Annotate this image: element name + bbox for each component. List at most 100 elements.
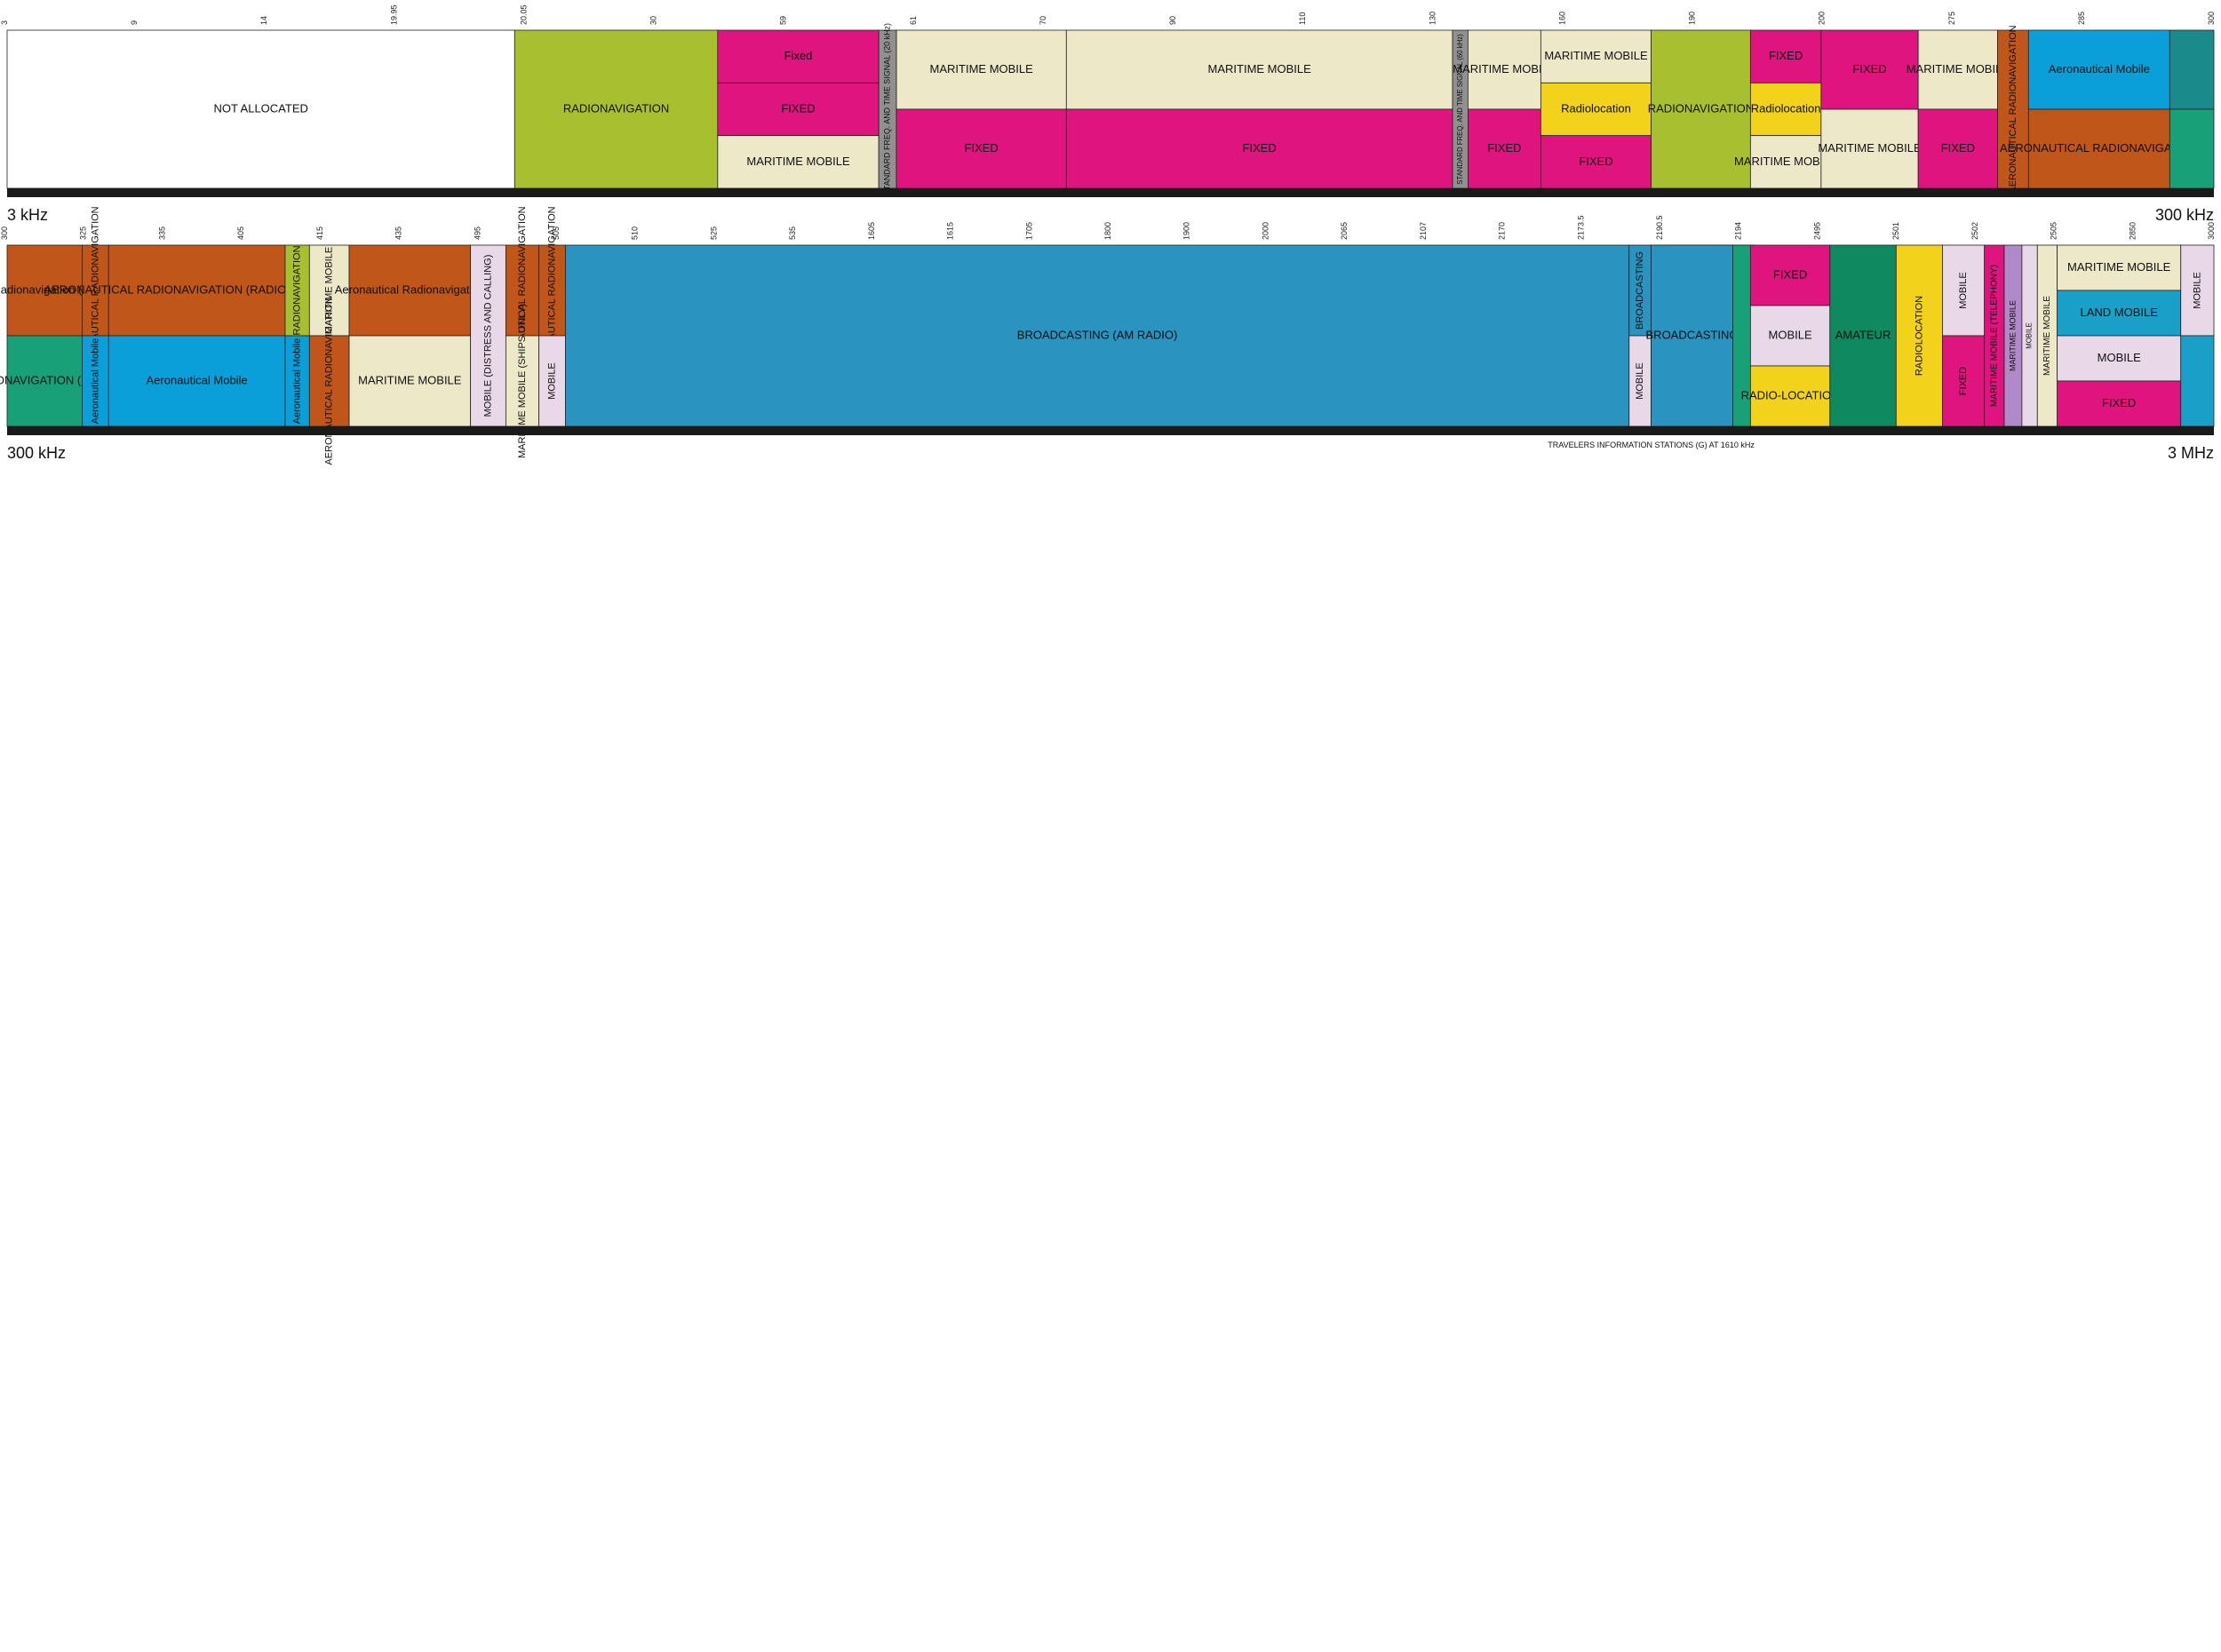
tick-label: 1800 <box>1103 222 1112 240</box>
band-label: Aeronautical Radionavigation <box>335 282 485 296</box>
band-label: FIXED <box>2102 396 2136 409</box>
band-label: AERONAUTICAL RADIONAVIGATION <box>2008 25 2018 193</box>
band-label: FIXED <box>1579 155 1612 168</box>
band-label: AERONAUTICAL RADIONAVIGATION (RADIO BEAC… <box>44 282 349 296</box>
band-label: Fixed <box>784 49 813 62</box>
tick-label: 2502 <box>1970 222 1979 240</box>
band-segment <box>1749 244 1831 306</box>
band-segment <box>2027 29 2170 110</box>
band-segment <box>308 335 350 427</box>
tick-label: 110 <box>1298 12 1307 25</box>
tick-label: 3 <box>0 20 9 25</box>
tick-label: 2850 <box>2128 222 2137 240</box>
band-label: FIXED <box>1852 62 1886 75</box>
band-label: NOT ALLOCATED <box>213 101 307 115</box>
band-segment <box>82 335 109 427</box>
tick-label: 335 <box>157 226 166 240</box>
band-segment <box>565 244 1630 427</box>
row-note: TRAVELERS INFORMATION STATIONS (G) AT 16… <box>1548 441 1755 449</box>
tick-label: 1900 <box>1182 222 1191 240</box>
band-segment <box>1895 244 1943 427</box>
band-label: FIXED <box>1941 141 1975 155</box>
tick-label: 300 <box>0 226 9 240</box>
band-segment <box>2169 108 2215 189</box>
band-label: MARITIME MOBILE <box>1907 62 2010 75</box>
band-label: MARITIME MOBILE (TELEPHONY) <box>1989 265 1999 407</box>
band-segment <box>470 244 506 427</box>
tick-label: 3000 <box>2207 222 2216 240</box>
tick-label: 61 <box>909 16 918 25</box>
tick-label: 19.95 <box>389 4 398 25</box>
band-label: MARITIME MOBILE <box>1453 62 1556 75</box>
band-label: MARITIME MOBILE <box>2042 296 2052 376</box>
band-label: FIXED <box>965 141 999 155</box>
range-start-label: 300 kHz <box>7 444 66 462</box>
band-segment <box>107 335 286 427</box>
band-segment <box>1065 108 1453 189</box>
band-label: BROADCASTING <box>1646 328 1739 341</box>
tick-label: 535 <box>788 226 797 240</box>
band-segment <box>1749 82 1822 137</box>
band-segment <box>1651 29 1751 189</box>
tick-label: 285 <box>2077 12 2086 25</box>
band-label: Radiolocation <box>1751 101 1821 115</box>
band-label: RADIONAVIGATION <box>292 245 303 335</box>
band-label: FIXED <box>1773 267 1807 281</box>
band-segment <box>1820 108 1919 189</box>
band-label: AERONAUTICAL RADIONAVIGATION <box>546 206 557 374</box>
band-segment <box>1749 135 1822 189</box>
band-label: MOBILE <box>1769 328 1812 341</box>
band-label: Aeronautical Mobile <box>292 338 303 425</box>
tick-label: 1705 <box>1024 222 1033 240</box>
band-segment <box>2180 335 2215 427</box>
band-label: RADIONAVIGATION <box>563 101 669 115</box>
band-label: MARITIME MOBILE (SHIPS ONLY) <box>517 304 528 458</box>
tick-label: 160 <box>1557 12 1566 25</box>
band-label: Radiolocation <box>1561 101 1631 115</box>
band-label: STANDARD FREQ. AND TIME SIGNAL (60 kHz) <box>1456 34 1464 185</box>
band-segment <box>2027 108 2170 189</box>
band-segment <box>1917 29 1998 110</box>
row-baseline <box>7 426 2214 435</box>
band-label: MARITIME MOBILE <box>2067 260 2171 274</box>
band-label: MARITIME MOBILE <box>358 373 462 386</box>
range-start-label: 3 kHz <box>7 206 48 224</box>
band-segment <box>1820 29 1919 110</box>
band-segment <box>284 244 310 337</box>
band-segment <box>717 82 880 137</box>
tick-label: 200 <box>1818 12 1827 25</box>
band-label: MOBILE <box>2192 272 2202 309</box>
tick-label: 415 <box>315 226 324 240</box>
band-label: MOBILE <box>546 362 557 400</box>
allocation-row: 3 9 14 19.95 20.05 30 59 61 70 90 110 130 160 190 200 2… <box>0 4 2216 224</box>
band-label: MARITIME MOBILE <box>1208 62 1312 75</box>
tick-label: 1615 <box>946 222 955 240</box>
band-label: MARITIME MOBILE <box>2008 300 2017 371</box>
tick-label: 2495 <box>1812 222 1821 240</box>
band-segment <box>1942 244 1986 337</box>
tick-label: 405 <box>236 226 245 240</box>
tick-label: 300 <box>2207 12 2216 25</box>
tick-label: 2190.5 <box>1655 215 1664 240</box>
tick-label: 30 <box>649 16 658 25</box>
band-label: FIXED <box>1769 49 1803 62</box>
tick-label: 14 <box>259 16 268 25</box>
band-segment <box>6 244 83 337</box>
tick-label: 495 <box>473 226 482 240</box>
tick-label: 1605 <box>867 222 876 240</box>
band-segment <box>308 244 350 337</box>
band-segment <box>82 244 109 337</box>
band-segment <box>1749 305 1831 367</box>
band-label: MARITIME MOBILE <box>1544 49 1648 62</box>
band-label: AMATEUR <box>1835 328 1891 341</box>
tick-label: 190 <box>1688 12 1697 25</box>
band-segment <box>505 335 540 427</box>
tick-label: 2000 <box>1261 222 1270 240</box>
band-label: Aeronautical Mobile <box>90 338 100 425</box>
band-label: MOBILE <box>2026 322 2034 349</box>
band-label: AERONAUTICAL RADIONAVIGATION <box>2000 141 2199 155</box>
band-label: RADIOLOCATION <box>1914 296 1924 376</box>
band-label: MOBILE <box>1958 272 1969 309</box>
band-segment <box>1997 29 2029 189</box>
